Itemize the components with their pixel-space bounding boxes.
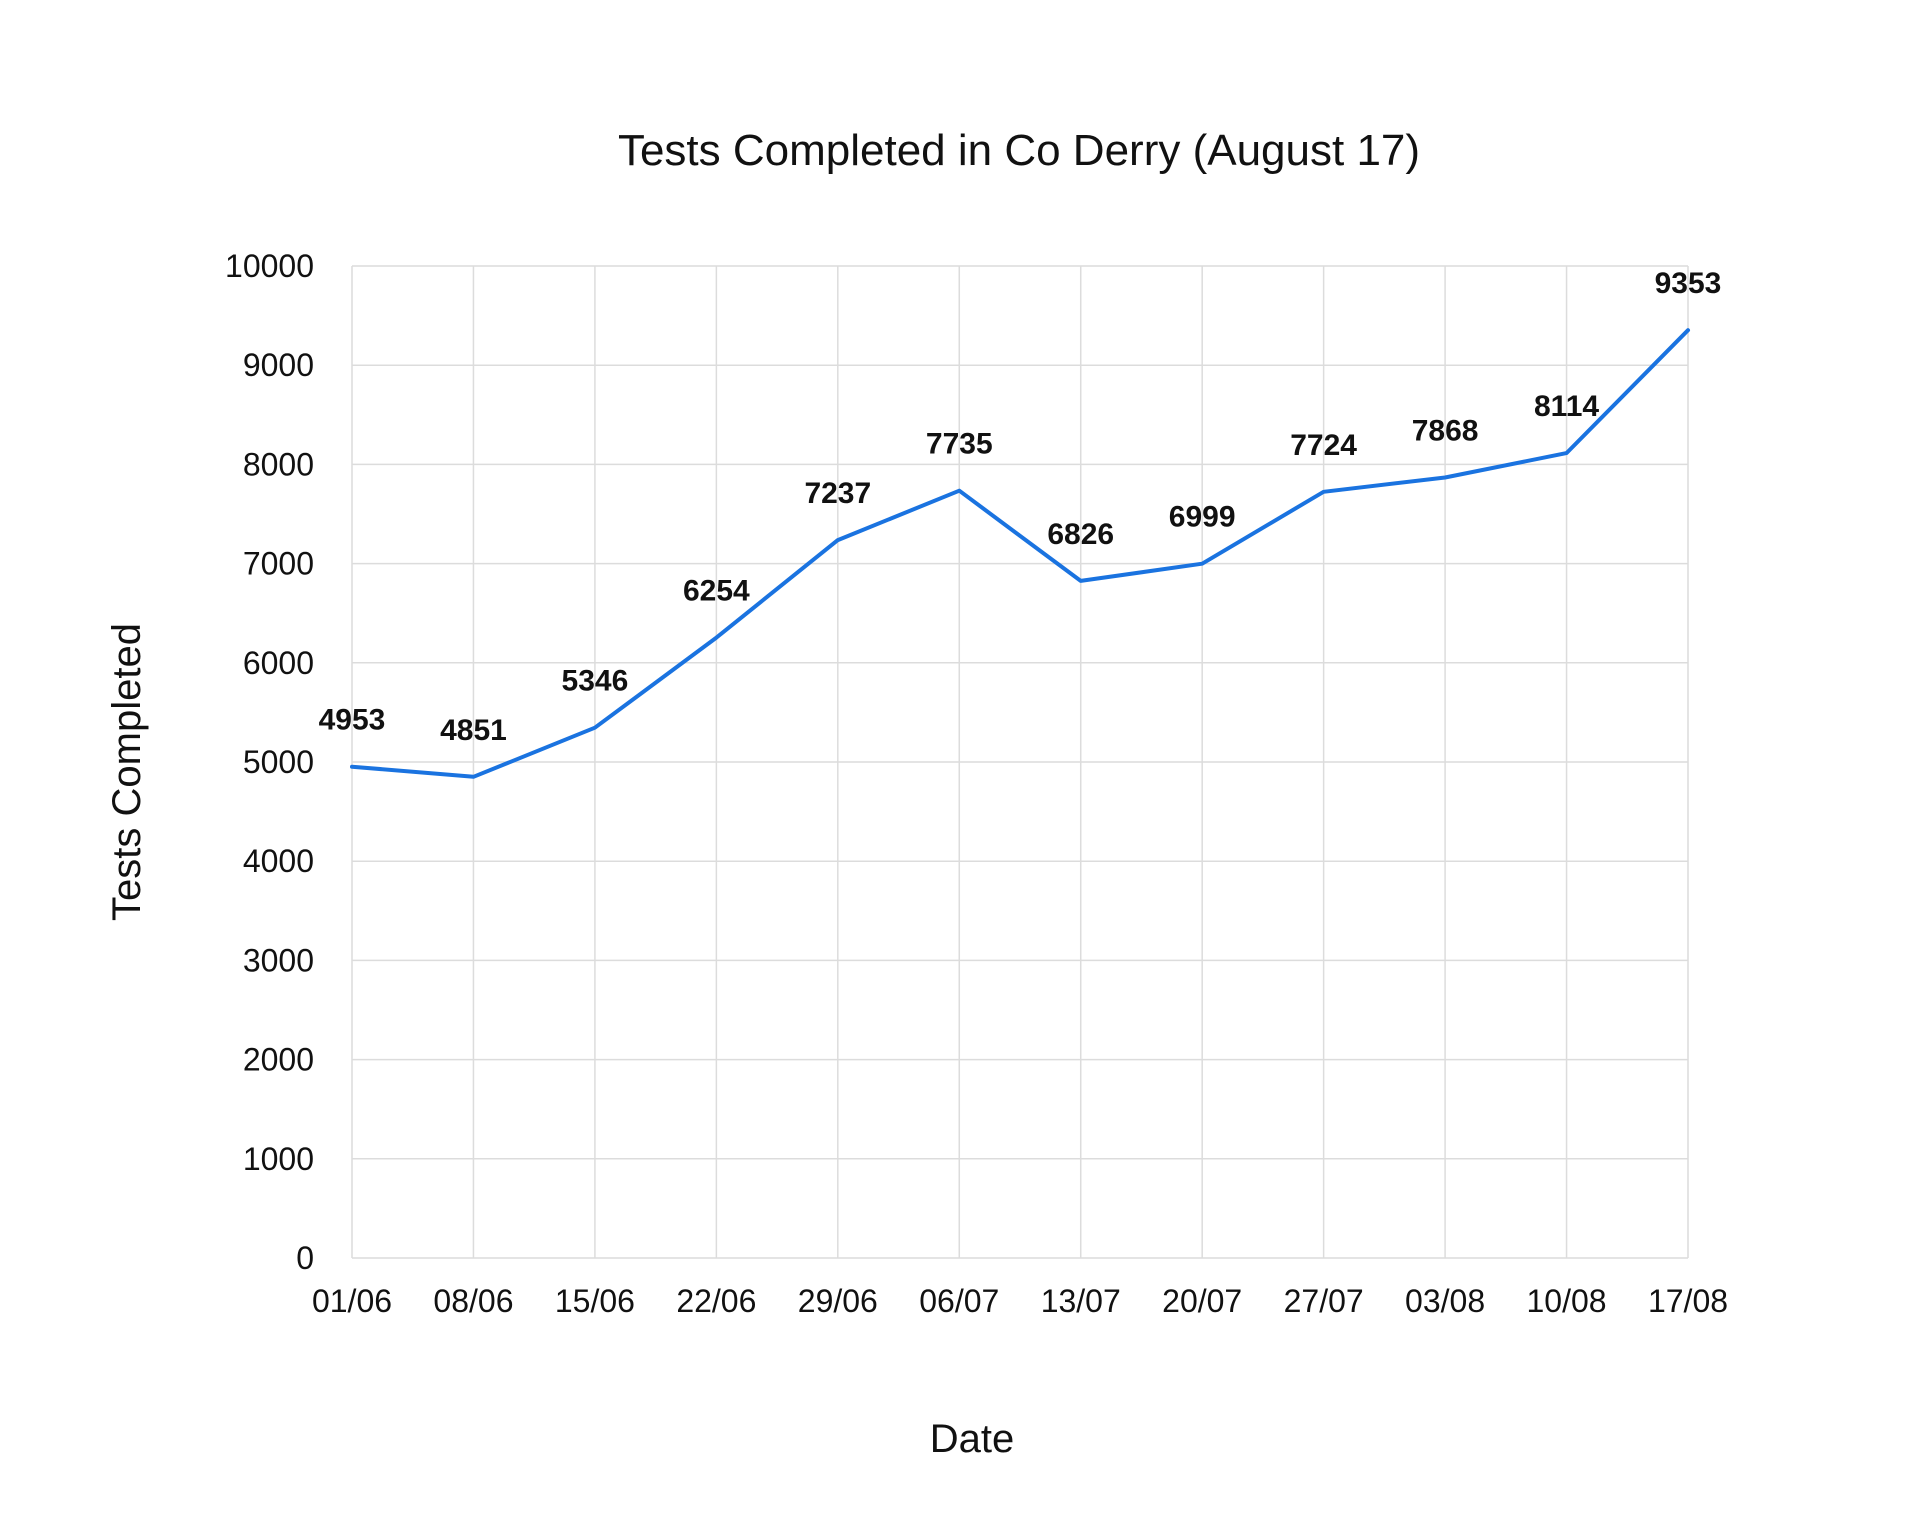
x-tick-label: 17/08 <box>1648 1283 1728 1319</box>
y-axis-ticks: 0 1000 2000 3000 4000 5000 6000 7000 8000 9000 100… <box>225 248 314 1276</box>
y-tick-label: 7000 <box>243 546 314 582</box>
y-tick-label: 2000 <box>243 1042 314 1078</box>
data-label: 7237 <box>804 477 871 510</box>
y-tick-label: 1000 <box>243 1141 314 1177</box>
data-label: 8114 <box>1534 390 1599 423</box>
x-tick-label: 01/06 <box>312 1283 392 1319</box>
x-tick-label: 20/07 <box>1162 1283 1242 1319</box>
data-label: 7735 <box>926 428 993 461</box>
data-label: 4851 <box>440 714 507 747</box>
data-label: 6254 <box>683 575 750 608</box>
data-label: 6826 <box>1047 518 1114 551</box>
y-tick-label: 0 <box>296 1240 314 1276</box>
data-label: 7868 <box>1412 414 1479 447</box>
series-layer <box>350 328 1690 779</box>
y-tick-label: 6000 <box>243 645 314 681</box>
x-tick-label: 03/08 <box>1405 1283 1485 1319</box>
data-label: 5346 <box>562 665 629 698</box>
data-label: 6999 <box>1169 501 1236 534</box>
data-label: 7724 <box>1290 429 1357 462</box>
x-tick-label: 10/08 <box>1527 1283 1607 1319</box>
x-tick-label: 06/07 <box>919 1283 999 1319</box>
grid <box>351 265 1689 1259</box>
y-tick-label: 8000 <box>243 446 314 482</box>
x-tick-label: 22/06 <box>676 1283 756 1319</box>
x-tick-label: 08/06 <box>433 1283 513 1319</box>
x-tick-label: 13/07 <box>1041 1283 1121 1319</box>
x-tick-label: 15/06 <box>555 1283 635 1319</box>
y-axis-title: Tests Completed <box>105 623 149 921</box>
data-label: 4953 <box>319 704 386 737</box>
x-axis-title: Date <box>930 1417 1015 1461</box>
x-tick-label: 29/06 <box>798 1283 878 1319</box>
data-label: 9353 <box>1655 267 1722 300</box>
series-line <box>350 328 1690 779</box>
x-axis-ticks: 01/06 08/06 15/06 22/06 29/06 06/07 13/07 20/07… <box>312 1283 1728 1319</box>
chart-title: Tests Completed in Co Derry (August 17) <box>618 126 1420 175</box>
x-tick-label: 27/07 <box>1284 1283 1364 1319</box>
y-tick-label: 10000 <box>225 248 314 284</box>
data-labels: 4953 4851 5346 6254 7237 7735 6826 6999 7724 7868… <box>319 267 1722 747</box>
y-tick-label: 9000 <box>243 347 314 383</box>
y-tick-label: 5000 <box>243 744 314 780</box>
y-tick-label: 3000 <box>243 942 314 978</box>
y-tick-label: 4000 <box>243 843 314 879</box>
